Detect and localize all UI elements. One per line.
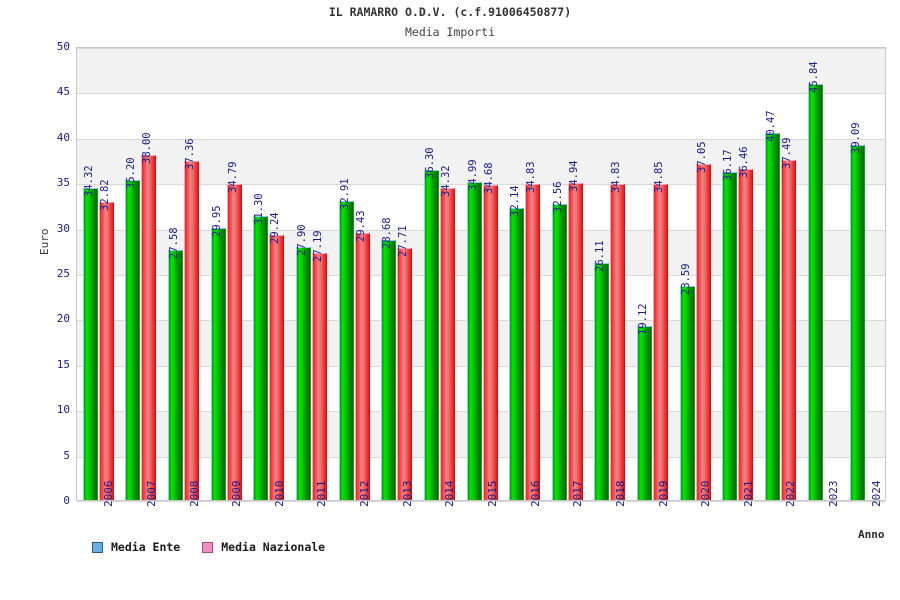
bar-media-ente[interactable] — [594, 262, 610, 500]
legend-label: Media Ente — [111, 540, 181, 554]
x-tick-label: 2019 — [656, 480, 670, 508]
y-tick-label: 35 — [56, 176, 70, 190]
x-tick-label: 2015 — [486, 480, 499, 508]
bar-media-ente[interactable] — [210, 228, 226, 500]
bar-media-nazionale[interactable] — [311, 253, 327, 500]
background-band — [77, 48, 885, 94]
x-tick-label: 2006 — [102, 480, 116, 508]
gridline — [77, 501, 885, 502]
bar-media-ente[interactable] — [295, 246, 311, 500]
y-tick-label: 10 — [56, 403, 70, 417]
y-tick-label: 50 — [56, 40, 70, 53]
x-tick-label: 2023 — [827, 480, 841, 508]
x-tick-label: 2009 — [230, 480, 244, 508]
bar-media-nazionale[interactable] — [226, 184, 242, 500]
bar-media-ente[interactable] — [807, 83, 823, 500]
square-swatch-icon — [202, 541, 214, 553]
bar-media-ente[interactable] — [637, 326, 653, 500]
x-tick-label: 2012 — [358, 480, 372, 508]
legend-label: Media Nazionale — [221, 540, 326, 554]
bar-media-ente[interactable] — [125, 180, 141, 500]
square-swatch-icon — [92, 541, 103, 553]
bar-media-ente[interactable] — [82, 188, 98, 500]
bar-media-ente[interactable] — [466, 182, 482, 500]
y-tick-label: 40 — [56, 130, 70, 144]
bar-media-nazionale[interactable] — [780, 159, 796, 500]
x-axis-title: Anno — [858, 528, 885, 541]
bar-media-nazionale[interactable] — [653, 183, 669, 500]
x-tick-label: 2022 — [784, 480, 798, 508]
x-tick-label: 2014 — [443, 480, 457, 508]
y-tick-label: 15 — [56, 357, 70, 371]
bar-media-nazionale[interactable] — [397, 248, 413, 500]
gridline — [77, 138, 885, 140]
x-tick-label: 2013 — [400, 480, 414, 508]
y-tick-label: 20 — [56, 312, 70, 326]
bar-media-nazionale[interactable] — [695, 163, 711, 500]
bar-media-nazionale[interactable] — [610, 183, 626, 500]
x-tick-label: 2008 — [187, 480, 201, 508]
y-tick-label: 5 — [63, 448, 70, 462]
bar-media-nazionale[interactable] — [482, 185, 498, 500]
legend-item[interactable]: Media Nazionale — [202, 540, 325, 554]
bar-media-nazionale[interactable] — [269, 234, 285, 500]
bar-media-nazionale[interactable] — [98, 202, 114, 500]
chart-subtitle: Media Importi — [404, 25, 495, 39]
x-tick-label: 2024 — [869, 480, 883, 508]
y-tick-label: 25 — [56, 267, 70, 280]
bar-media-ente[interactable] — [509, 208, 525, 500]
gridline — [77, 93, 885, 95]
bar-media-nazionale[interactable] — [525, 183, 541, 500]
y-tick-label: 30 — [56, 221, 70, 235]
plot-area — [76, 47, 886, 502]
bar-media-ente[interactable] — [679, 285, 695, 500]
bar-media-ente[interactable] — [764, 132, 780, 500]
x-tick-label: 2016 — [528, 480, 542, 508]
x-tick-label: 2017 — [571, 480, 585, 508]
legend: Media Ente Media Nazionale — [92, 540, 325, 554]
bar-media-ente[interactable] — [423, 170, 439, 500]
bar-media-nazionale[interactable] — [738, 168, 754, 500]
gridline — [77, 48, 885, 49]
y-tick-label: 45 — [56, 85, 70, 99]
x-tick-label: 2007 — [144, 480, 158, 508]
bar-media-ente[interactable] — [850, 145, 866, 500]
bar-media-nazionale[interactable] — [184, 160, 200, 500]
bar-media-nazionale[interactable] — [354, 232, 370, 500]
bar-media-ente[interactable] — [722, 171, 738, 500]
bar-media-ente[interactable] — [338, 201, 354, 500]
bar-media-nazionale[interactable] — [439, 188, 455, 500]
bar-media-nazionale[interactable] — [567, 182, 583, 500]
bar-media-ente[interactable] — [253, 215, 269, 500]
bar-media-ente[interactable] — [551, 204, 567, 500]
bar-media-ente[interactable] — [168, 249, 184, 500]
y-tick-label: 0 — [63, 494, 70, 507]
x-tick-label: 2010 — [272, 480, 286, 508]
legend-item[interactable]: Media Ente — [92, 540, 180, 554]
x-tick-label: 2021 — [741, 480, 755, 508]
x-tick-label: 2018 — [613, 480, 627, 508]
x-tick-label: 2011 — [315, 480, 329, 508]
chart-title: IL RAMARRO O.D.V. (c.f.91006450877) — [328, 5, 572, 19]
x-tick-label: 2020 — [699, 480, 713, 508]
bar-media-nazionale[interactable] — [141, 154, 157, 500]
bar-media-ente[interactable] — [381, 239, 397, 500]
